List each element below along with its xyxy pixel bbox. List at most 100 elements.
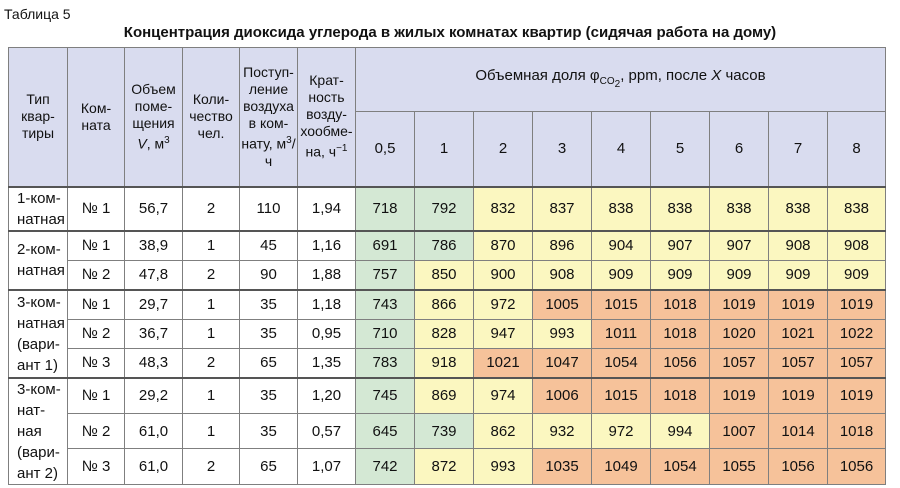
cell-airflow: 65 xyxy=(239,347,298,378)
cell-exchange: 1,94 xyxy=(297,185,356,231)
cell-people: 1 xyxy=(182,288,240,320)
cell-co2-value: 900 xyxy=(473,259,533,290)
cell-co2-value: 745 xyxy=(355,376,415,414)
cell-airflow: 35 xyxy=(239,288,298,320)
header-hour: 3 xyxy=(532,111,592,187)
header-hour: 2 xyxy=(473,111,533,187)
cell-co2-value: 1054 xyxy=(591,347,651,378)
cell-co2-value: 1006 xyxy=(532,376,592,414)
cell-apartment-type: 3-ком-натная (вари-ант 1) xyxy=(8,288,68,378)
cell-co2-value: 918 xyxy=(414,347,474,378)
cell-co2-value: 792 xyxy=(414,185,474,231)
cell-co2-value: 1018 xyxy=(827,412,886,450)
cell-airflow: 35 xyxy=(239,412,298,450)
cell-co2-value: 1020 xyxy=(709,318,769,349)
cell-co2-value: 710 xyxy=(355,318,415,349)
cell-co2-value: 828 xyxy=(414,318,474,349)
cell-co2-value: 1056 xyxy=(827,448,886,485)
cell-room: № 2 xyxy=(67,412,125,450)
cell-people: 1 xyxy=(182,318,240,349)
cell-people: 2 xyxy=(182,448,240,485)
cell-co2-value: 1018 xyxy=(650,288,710,320)
cell-room: № 1 xyxy=(67,376,125,414)
table-row: № 2 36,7 1 35 0,95 710 828 947 993 1011 1018 1020 10… xyxy=(9,318,886,349)
cell-co2-value: 1007 xyxy=(709,412,769,450)
table-row: № 2 61,0 1 35 0,57 645 739 862 932 972 994 1007 1014… xyxy=(9,412,886,450)
cell-co2-value: 1005 xyxy=(532,288,592,320)
table-title: Концентрация диоксида углерода в жилых к… xyxy=(123,24,777,41)
table-row: 3-ком-нат-ная (вари-ант 2) № 1 29,2 1 35 1,20… xyxy=(8,376,886,485)
cell-co2-value: 909 xyxy=(768,259,828,290)
header-co2: Объемная доля φCO2, ppm, после X часов xyxy=(355,47,886,112)
cell-co2-value: 850 xyxy=(414,259,474,290)
header-hour: 7 xyxy=(768,111,828,187)
cell-exchange: 1,35 xyxy=(297,347,356,378)
cell-room: № 3 xyxy=(67,448,125,485)
cell-co2-value: 1056 xyxy=(650,347,710,378)
cell-co2-value: 783 xyxy=(355,347,415,378)
cell-volume: 61,0 xyxy=(124,448,183,485)
table-row: № 2 47,8 2 90 1,88 757 850 900 908 909 909 909 909 90… xyxy=(9,259,886,290)
cell-people: 1 xyxy=(182,376,240,414)
cell-exchange: 1,18 xyxy=(297,288,356,320)
table-row: № 3 48,3 2 65 1,35 783 918 1021 1047 1054 1056 1057… xyxy=(9,347,886,378)
cell-volume: 48,3 xyxy=(124,347,183,378)
cell-co2-value: 909 xyxy=(591,259,651,290)
table-row: 2-ком-натная № 1 38,9 1 45 1,16 691 786 870 896 90… xyxy=(8,229,886,290)
header-hour: 5 xyxy=(650,111,710,187)
cell-co2-value: 908 xyxy=(532,259,592,290)
table-label: Таблица 5 xyxy=(4,6,71,22)
cell-room: № 2 xyxy=(67,259,125,290)
cell-apartment-type: 1-ком-натная xyxy=(8,185,68,231)
cell-co2-value: 1011 xyxy=(591,318,651,349)
cell-co2-value: 908 xyxy=(827,229,886,261)
cell-co2-value: 869 xyxy=(414,376,474,414)
table-row: 3-ком-натная (вари-ант 1) № 1 29,7 1 35 1,18 7… xyxy=(8,288,886,378)
cell-room: № 1 xyxy=(67,229,125,261)
cell-co2-value: 837 xyxy=(532,185,592,231)
cell-co2-value: 1018 xyxy=(650,376,710,414)
cell-people: 2 xyxy=(182,347,240,378)
cell-people: 1 xyxy=(182,229,240,261)
cell-co2-value: 1019 xyxy=(709,376,769,414)
cell-co2-value: 838 xyxy=(591,185,651,231)
cell-exchange: 0,57 xyxy=(297,412,356,450)
cell-co2-value: 1015 xyxy=(591,376,651,414)
header-hour: 4 xyxy=(591,111,651,187)
cell-airflow: 65 xyxy=(239,448,298,485)
cell-co2-value: 832 xyxy=(473,185,533,231)
cell-co2-value: 993 xyxy=(532,318,592,349)
cell-co2-value: 909 xyxy=(827,259,886,290)
cell-co2-value: 1047 xyxy=(532,347,592,378)
cell-co2-value: 1019 xyxy=(768,288,828,320)
cell-co2-value: 718 xyxy=(355,185,415,231)
cell-co2-value: 904 xyxy=(591,229,651,261)
cell-co2-value: 838 xyxy=(768,185,828,231)
cell-volume: 61,0 xyxy=(124,412,183,450)
cell-room: № 2 xyxy=(67,318,125,349)
cell-co2-value: 872 xyxy=(414,448,474,485)
cell-co2-value: 739 xyxy=(414,412,474,450)
cell-co2-value: 932 xyxy=(532,412,592,450)
cell-volume: 56,7 xyxy=(124,185,183,231)
cell-co2-value: 1057 xyxy=(709,347,769,378)
cell-co2-value: 786 xyxy=(414,229,474,261)
cell-airflow: 90 xyxy=(239,259,298,290)
cell-airflow: 35 xyxy=(239,318,298,349)
cell-airflow: 35 xyxy=(239,376,298,414)
cell-co2-value: 972 xyxy=(473,288,533,320)
cell-co2-value: 838 xyxy=(709,185,769,231)
cell-exchange: 1,16 xyxy=(297,229,356,261)
cell-co2-value: 1049 xyxy=(591,448,651,485)
cell-co2-value: 757 xyxy=(355,259,415,290)
cell-co2-value: 866 xyxy=(414,288,474,320)
cell-co2-value: 1055 xyxy=(709,448,769,485)
cell-co2-value: 972 xyxy=(591,412,651,450)
cell-co2-value: 1022 xyxy=(827,318,886,349)
cell-room: № 3 xyxy=(67,347,125,378)
header-people: Коли-чество чел. xyxy=(182,47,240,187)
cell-airflow: 110 xyxy=(239,185,298,231)
cell-co2-value: 1054 xyxy=(650,448,710,485)
cell-volume: 47,8 xyxy=(124,259,183,290)
cell-exchange: 1,88 xyxy=(297,259,356,290)
